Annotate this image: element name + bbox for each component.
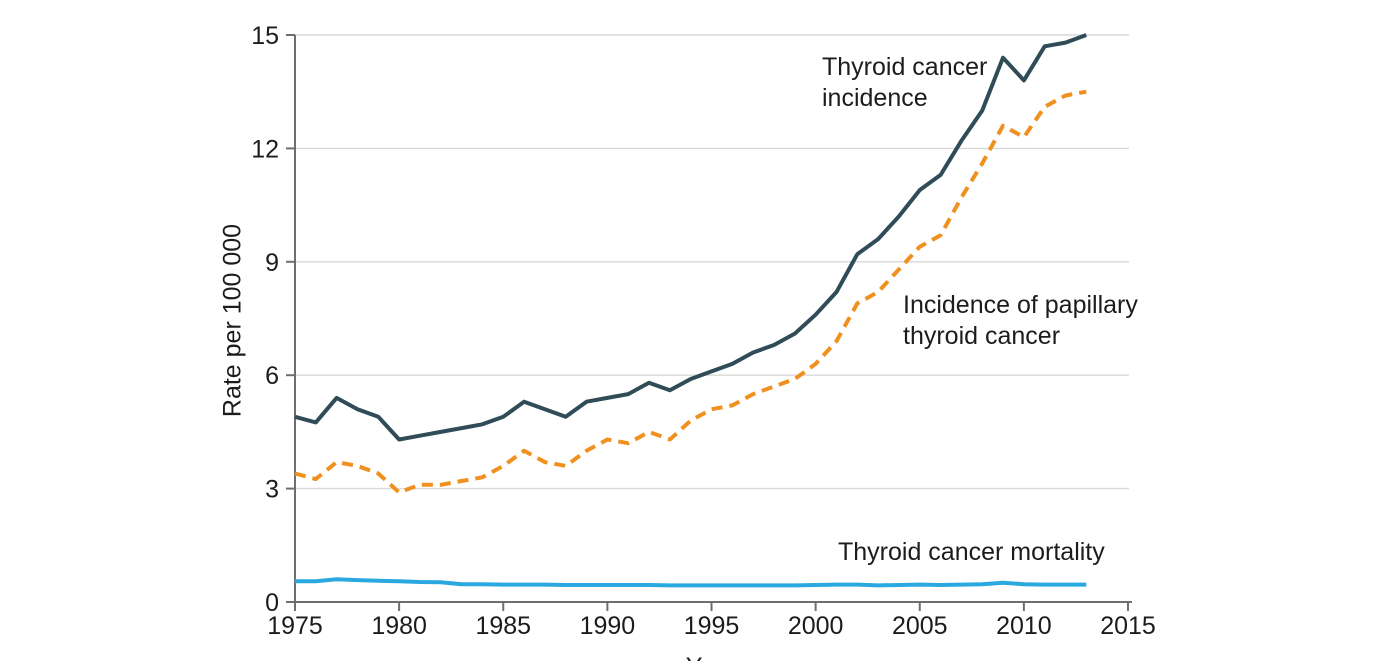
x-tick-label: 2010 — [996, 612, 1052, 640]
series-line-incidence-of-papillary-thyroid-cancer — [294, 89, 1087, 495]
x-tick-label: 1985 — [475, 612, 531, 640]
x-tick-label: 1995 — [684, 612, 740, 640]
papillary-label-line: Incidence of papillary — [903, 291, 1138, 319]
y-tick-label: 12 — [251, 135, 279, 163]
x-tick-label: 1975 — [267, 612, 323, 640]
incidence-label-line: incidence — [822, 84, 928, 112]
mortality-label-line: Thyroid cancer mortality — [838, 538, 1105, 566]
x-tick-label: 2015 — [1100, 612, 1156, 640]
y-tick-label: 3 — [265, 476, 279, 504]
series-line-thyroid-cancer-mortality — [295, 577, 1087, 588]
y-tick-label: 0 — [265, 589, 279, 617]
x-tick-label: 2000 — [788, 612, 844, 640]
mortality-label: Thyroid cancer mortality — [838, 537, 1105, 568]
x-tick-label: 1980 — [371, 612, 427, 640]
y-tick-label: 6 — [265, 362, 279, 390]
series-line-thyroid-cancer-incidence — [294, 33, 1087, 442]
incidence-label-line: Thyroid cancer — [822, 53, 988, 81]
y-tick-label: 15 — [251, 22, 279, 50]
y-tick-label: 9 — [265, 249, 279, 277]
x-axis-title: Year — [611, 653, 811, 661]
papillary-label-line: thyroid cancer — [903, 322, 1061, 350]
incidence-label: Thyroid cancer incidence — [822, 52, 987, 114]
y-axis-title: Rate per 100 000 — [218, 223, 247, 418]
x-tick-label: 1990 — [580, 612, 636, 640]
x-tick-label: 2005 — [892, 612, 948, 640]
papillary-label: Incidence of papillary thyroid cancer — [903, 290, 1138, 352]
